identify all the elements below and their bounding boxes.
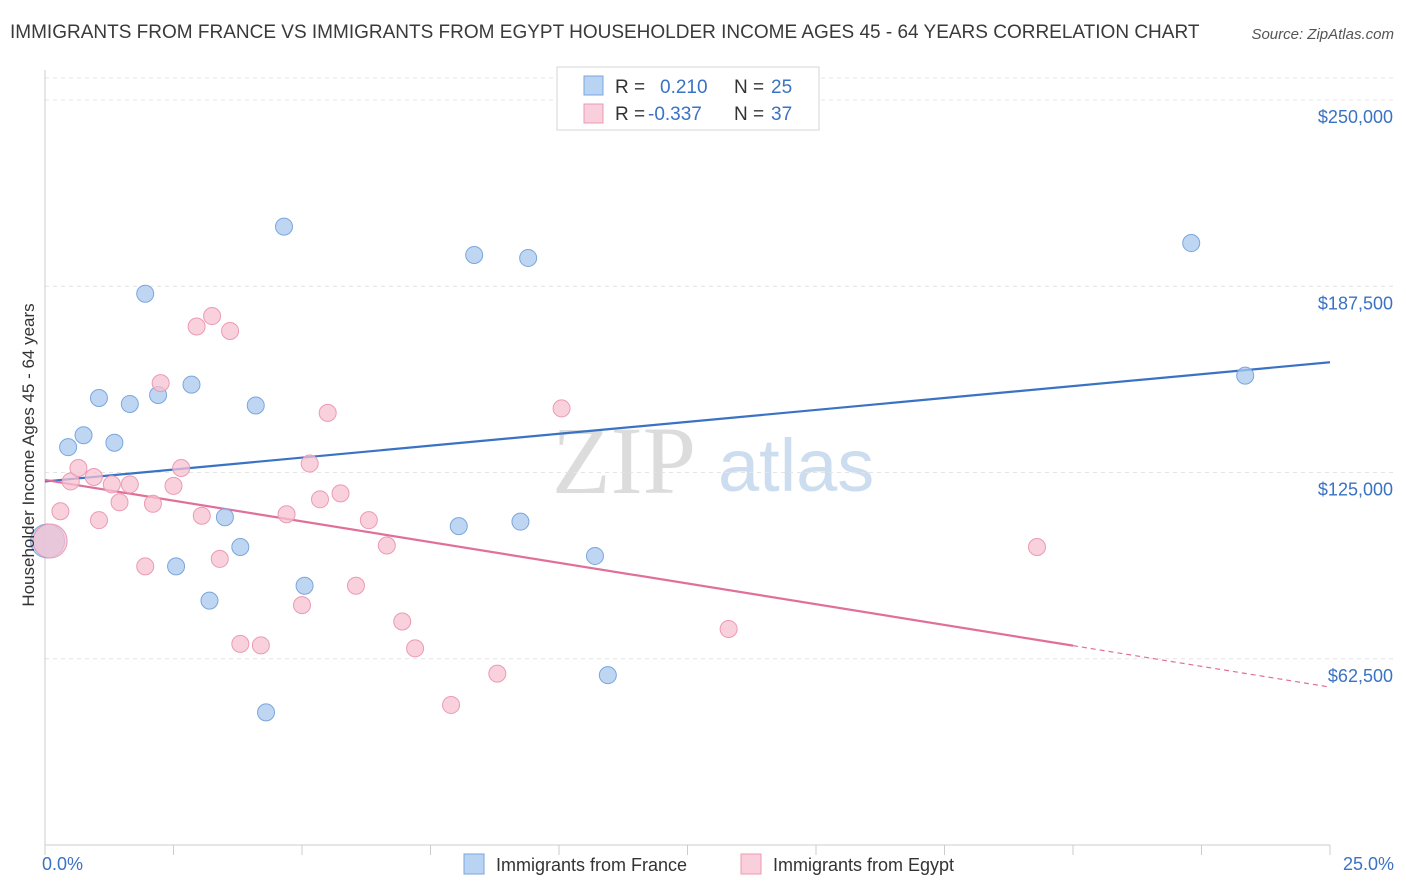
point-series-1-4 [84,467,103,486]
watermark-atlas: atlas [718,424,874,507]
legend-swatch-egypt [583,103,604,124]
point-series-1-14 [187,317,206,336]
point-series-0-14 [257,703,276,722]
point-series-1-2 [61,472,80,491]
point-series-1-15 [192,506,211,525]
chart-title: IMMIGRANTS FROM FRANCE VS IMMIGRANTS FRO… [10,22,1200,43]
point-series-1-28 [359,511,378,530]
point-series-0-18 [465,245,484,264]
point-series-0-20 [519,248,538,267]
point-series-1-9 [136,557,155,576]
point-series-1-0 [32,523,68,559]
point-series-0-19 [511,512,530,531]
point-series-1-10 [143,494,162,513]
point-series-1-23 [300,454,319,473]
point-series-0-4 [105,433,124,452]
y-tick-label-2: $187,500 [1318,293,1393,313]
point-series-1-6 [102,475,121,494]
trend-line-1 [44,478,1074,647]
trend-lines [44,361,1331,688]
point-series-0-13 [246,396,265,415]
point-series-1-26 [331,484,350,503]
y-tick-label-0: $62,500 [1328,666,1393,686]
y-tick-label-3: $250,000 [1318,107,1393,127]
point-series-1-29 [377,536,396,555]
legend-france-r-value: 0.210 [660,77,708,98]
legend-france-r-label: R = [615,77,645,98]
point-series-1-8 [120,475,139,494]
point-series-0-2 [74,426,93,445]
point-series-1-17 [210,549,229,568]
tick-labels: $62,500 $125,000 $187,500 $250,000 0.0% 25.0% [42,107,1394,874]
point-series-1-11 [151,374,170,393]
point-series-1-16 [203,307,222,326]
chart-source: Source: ZipAtlas.com [1251,26,1394,43]
series-swatch-france [463,853,485,875]
point-series-0-17 [449,517,468,536]
point-series-0-23 [1182,234,1201,253]
point-series-1-22 [293,596,311,615]
point-series-1-3 [69,459,88,478]
y-tick-label-1: $125,000 [1318,480,1393,500]
legend-egypt-n-value: 37 [771,104,792,125]
point-series-1-27 [346,576,365,595]
point-series-1-18 [221,321,240,340]
series-legend: Immigrants from France Immigrants from E… [463,853,954,875]
x-tick-label-0: 0.0% [42,854,83,874]
grid [45,77,1394,660]
watermark: ZIP atlas [552,407,874,514]
point-series-0-10 [200,591,219,610]
point-series-1-34 [552,399,571,418]
point-series-1-24 [310,490,329,509]
point-series-0-11 [215,508,234,527]
legend-france-n-value: 25 [771,77,792,98]
point-series-1-12 [164,476,183,495]
trend-line-0 [44,361,1331,483]
point-series-1-31 [406,639,425,658]
point-series-1-19 [231,634,250,653]
legend-egypt-r-value: -0.337 [648,104,702,125]
series-swatch-egypt [740,853,762,875]
point-series-1-33 [488,664,507,683]
point-series-0-6 [136,284,155,303]
point-series-0-8 [167,557,186,576]
data-points [30,217,1255,722]
point-series-0-22 [598,666,617,685]
point-series-1-25 [318,403,337,422]
point-series-1-21 [277,505,296,524]
point-series-0-24 [1236,366,1255,385]
y-axis-label: Householder Income Ages 45 - 64 years [19,303,38,606]
axes [44,70,1331,855]
legend-swatch-france [583,75,604,96]
legend-egypt-r-label: R = [615,104,645,125]
point-series-0-16 [295,576,314,595]
point-series-0-21 [585,546,604,565]
point-series-1-13 [172,459,191,478]
point-series-1-32 [442,695,461,714]
point-series-1-30 [393,612,412,631]
point-series-0-15 [275,217,294,236]
series-label-egypt: Immigrants from Egypt [773,855,954,875]
series-label-france: Immigrants from France [496,855,687,875]
point-series-0-9 [182,375,201,394]
watermark-zip: ZIP [552,407,696,514]
trend-line-extension-1 [1072,645,1331,688]
point-series-1-7 [110,493,129,512]
point-series-0-5 [120,394,139,413]
point-series-0-1 [59,438,78,457]
point-series-0-12 [231,538,250,556]
point-series-1-36 [1028,538,1047,556]
point-series-1-20 [251,636,270,655]
point-series-1-1 [51,502,70,521]
x-tick-label-1: 25.0% [1343,854,1394,874]
point-series-1-35 [719,619,738,638]
legend-france-n-label: N = [734,77,764,98]
legend-egypt-n-label: N = [734,104,764,125]
point-series-1-5 [89,511,108,530]
point-series-0-3 [89,389,108,407]
legend-box: R = 0.210 N = 25 R = -0.337 N = 37 [556,66,820,131]
